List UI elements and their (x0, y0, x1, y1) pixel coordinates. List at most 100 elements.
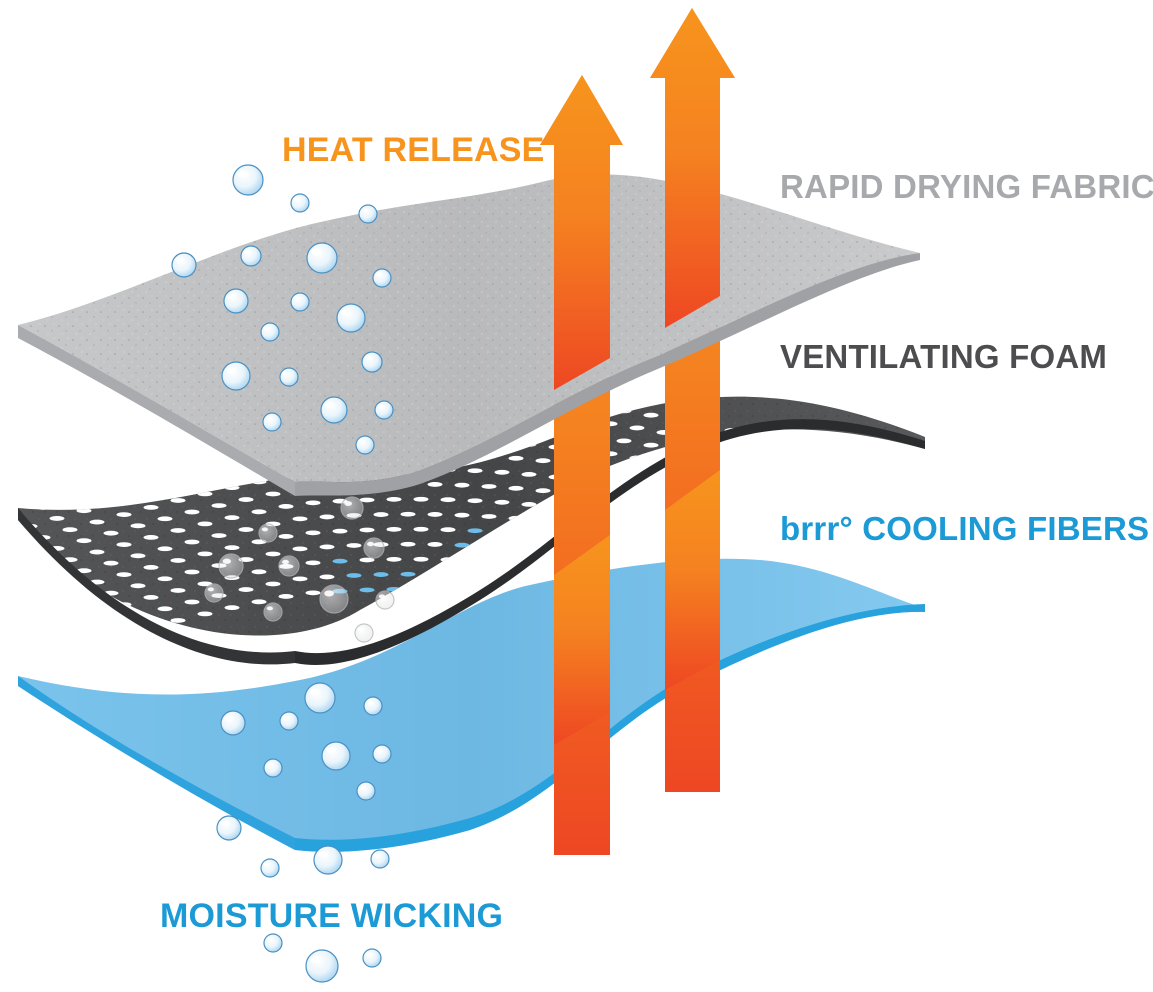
foam-hole (251, 599, 267, 605)
foam-hole (521, 442, 537, 447)
foam-hole (859, 458, 875, 464)
foam-hole (89, 609, 105, 615)
foam-hole (49, 456, 65, 461)
foam-hole (278, 504, 294, 509)
foam-hole (305, 500, 321, 506)
foam-hole (22, 493, 38, 499)
foam-hole (845, 560, 861, 565)
foam-hole (35, 475, 51, 480)
foam-hole (440, 557, 456, 563)
foam-hole (764, 541, 780, 547)
foam-hole (832, 452, 848, 457)
foam-hole (629, 425, 645, 431)
foam-hole (346, 573, 362, 578)
moisture-bubble (374, 400, 394, 420)
foam-hole (386, 496, 402, 502)
foam-hole (737, 475, 753, 481)
foam-hole (35, 625, 51, 630)
moisture-bubble (171, 252, 197, 278)
foam-hole (521, 532, 537, 537)
foam-hole (143, 474, 159, 480)
foam-hole (170, 588, 186, 593)
foam-hole (872, 566, 888, 572)
moisture-bubble (321, 741, 351, 771)
foam-hole (913, 621, 925, 626)
moisture-bubble (363, 696, 383, 716)
foam-hole (197, 491, 213, 497)
foam-hole (170, 618, 186, 623)
foam-hole (130, 523, 146, 529)
foam-hole (737, 445, 753, 451)
foam-hole (886, 494, 902, 500)
foam-hole (62, 527, 78, 533)
foam-hole (778, 439, 794, 445)
foam-hole (62, 497, 78, 503)
moisture-bubble (218, 553, 244, 579)
foam-hole (90, 640, 105, 645)
foam-hole (143, 504, 159, 510)
foam-hole (751, 553, 767, 559)
foam-hole (143, 534, 159, 540)
foam-hole (440, 497, 456, 503)
foam-hole (265, 581, 281, 587)
foam-hole (413, 586, 429, 592)
foam-hole (103, 560, 119, 566)
foam-hole (791, 487, 807, 493)
foam-hole (927, 549, 942, 554)
foam-hole (400, 511, 416, 517)
moisture-bubble (260, 322, 280, 342)
foam-hole (427, 512, 443, 517)
foam-hole (400, 541, 416, 547)
foam-hole (157, 456, 173, 462)
foam-hole (737, 505, 753, 511)
foam-hole (319, 574, 335, 580)
foam-hole (494, 499, 510, 505)
foam-hole (845, 470, 861, 475)
moisture-bubble (375, 590, 395, 610)
foam-hole (184, 449, 200, 455)
foam-hole (49, 576, 65, 581)
foam-hole (305, 590, 321, 596)
foam-hole (49, 486, 65, 491)
foam-hole (872, 476, 888, 482)
foam-hole (927, 579, 942, 584)
foam-hole (508, 485, 524, 491)
foam-hole (791, 547, 807, 553)
foam-hole (899, 632, 915, 636)
foam-hole (860, 638, 875, 643)
foam-hole (454, 572, 470, 578)
moisture-bubble (340, 496, 364, 520)
foam-hole (751, 433, 767, 439)
rapid-drying-fabric-layer (18, 174, 920, 496)
foam-hole (116, 632, 132, 636)
foam-hole (481, 514, 497, 519)
foam-hole (211, 533, 227, 538)
moisture-bubble (278, 555, 300, 577)
foam-hole (238, 497, 254, 502)
foam-hole (265, 551, 281, 557)
foam-hole (886, 584, 902, 590)
foam-hole (22, 553, 38, 559)
foam-hole (859, 548, 875, 554)
foam-hole (819, 644, 834, 649)
moisture-bubble (290, 292, 310, 312)
moisture-bubble (263, 602, 283, 622)
foam-hole (197, 521, 213, 527)
foam-hole (103, 530, 119, 536)
foam-hole (440, 587, 456, 593)
moisture-bubble (279, 711, 299, 731)
foam-hole (35, 595, 51, 600)
foam-hole (103, 470, 119, 476)
foam-hole (508, 455, 524, 461)
foam-hole (914, 651, 929, 656)
moisture-bubble (358, 204, 378, 224)
foam-hole (170, 468, 186, 473)
foam-hole (886, 614, 902, 620)
foam-hole (89, 489, 105, 495)
foam-hole (62, 617, 78, 623)
foam-hole (913, 501, 925, 506)
moisture-bubble (263, 758, 283, 778)
foam-hole (76, 598, 92, 604)
